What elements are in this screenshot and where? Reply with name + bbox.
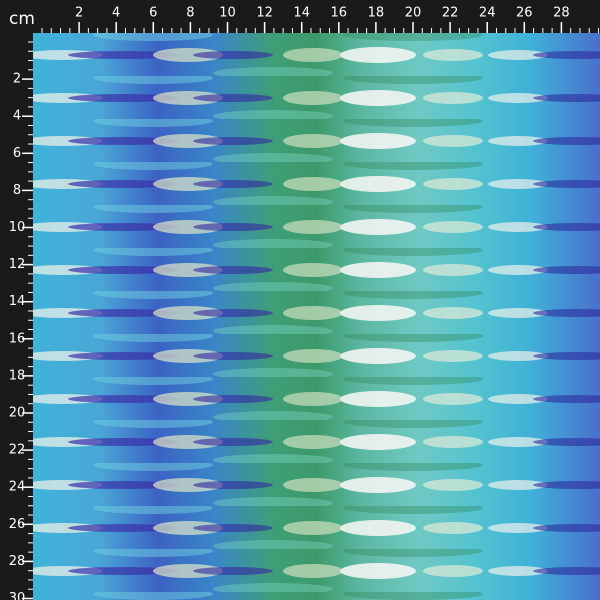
ruler-label: 26 xyxy=(516,6,533,21)
fabric-pattern xyxy=(33,33,600,600)
ruler-label: 18 xyxy=(9,368,26,383)
ruler-label: 16 xyxy=(331,6,348,21)
ruler-label: 6 xyxy=(13,146,21,161)
ruler-label: 4 xyxy=(13,109,21,124)
ruler-label: 4 xyxy=(112,6,120,21)
ruler-label: 24 xyxy=(9,480,26,495)
ruler-label: 28 xyxy=(9,554,26,569)
ruler-label: 16 xyxy=(9,331,26,346)
ruler-label: 18 xyxy=(368,6,385,21)
ruler-label: 8 xyxy=(186,6,194,21)
unit-label: cm xyxy=(9,9,35,29)
ruler-label: 12 xyxy=(9,257,26,272)
ruler-label: 22 xyxy=(9,443,26,458)
ruler-label: 8 xyxy=(13,183,21,198)
ruler-label: 26 xyxy=(9,517,26,532)
ruler-label: 2 xyxy=(13,72,21,87)
ruler-label: 10 xyxy=(9,220,26,235)
ruler-label: 14 xyxy=(9,294,26,309)
ruler-label: 20 xyxy=(9,406,26,421)
ruler-label: 14 xyxy=(293,6,310,21)
ruler-label: 30 xyxy=(9,591,26,600)
ruler-label: 12 xyxy=(256,6,273,21)
ruler-label: 22 xyxy=(442,6,459,21)
ruler-label: 10 xyxy=(219,6,236,21)
ruler-label: 6 xyxy=(149,6,157,21)
ruler-label: 24 xyxy=(479,6,496,21)
ruler-label: 2 xyxy=(75,6,83,21)
left-ruler xyxy=(0,0,33,600)
ruler-label: 20 xyxy=(405,6,422,21)
ruler-label: 28 xyxy=(553,6,570,21)
top-ruler xyxy=(0,0,600,33)
